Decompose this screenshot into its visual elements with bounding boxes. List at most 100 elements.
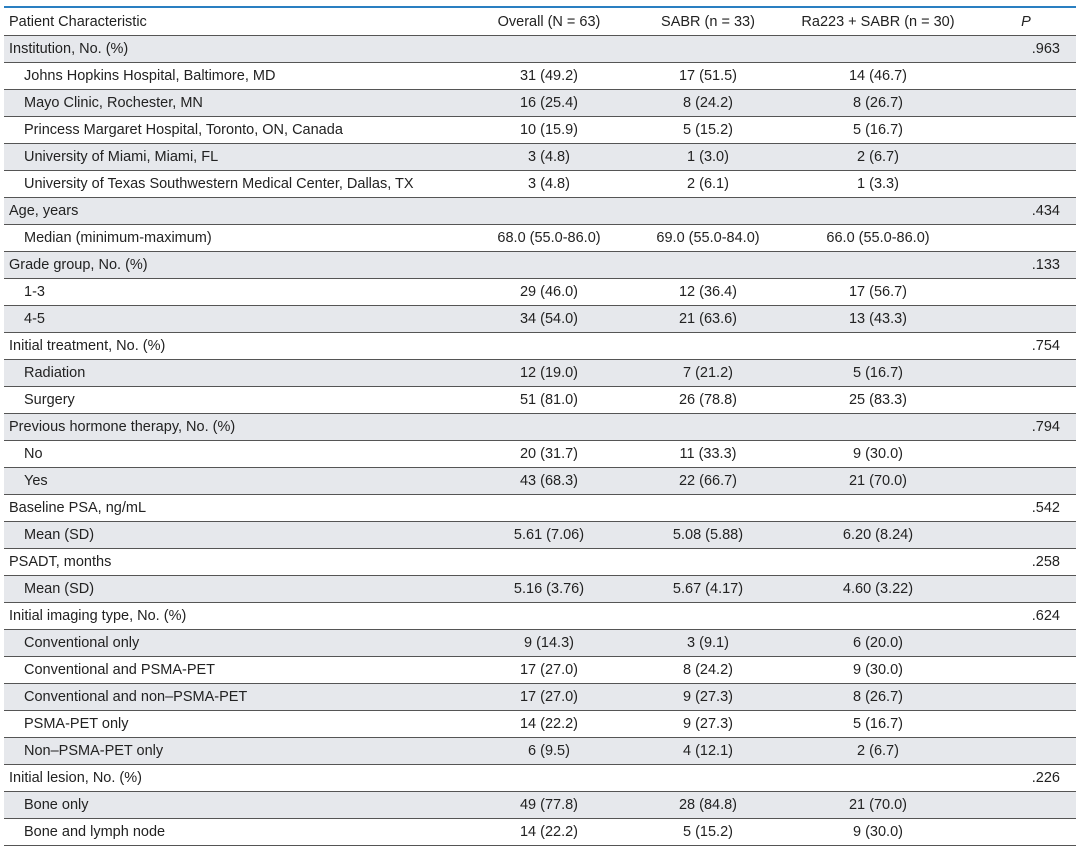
cell-sabr: 11 (33.3) [636,440,780,468]
cell-overall [462,494,636,522]
cell-sabr [636,251,780,279]
row-label: Surgery [4,386,462,414]
cell-p-value: .794 [976,413,1076,441]
cell-sabr [636,602,780,630]
cell-sabr: 3 (9.1) [636,629,780,657]
cell-sabr: 5.08 (5.88) [636,521,780,549]
row-label: Initial treatment, No. (%) [4,332,462,360]
cell-ra223-sabr: 8 (26.7) [780,683,976,711]
table-row: 1-3 29 (46.0) 12 (36.4) 17 (56.7) [4,278,1076,306]
cell-p-value [976,143,1076,171]
cell-overall: 20 (31.7) [462,440,636,468]
patient-characteristics-table: Patient Characteristic Overall (N = 63) … [4,6,1076,846]
section-row: Grade group, No. (%) .133 [4,251,1076,279]
cell-ra223-sabr: 4.60 (3.22) [780,575,976,603]
table-row: Yes 43 (68.3) 22 (66.7) 21 (70.0) [4,467,1076,495]
table-row: University of Miami, Miami, FL 3 (4.8) 1 (… [4,143,1076,171]
cell-sabr: 5 (15.2) [636,116,780,144]
cell-ra223-sabr [780,332,976,360]
cell-sabr [636,548,780,576]
cell-ra223-sabr [780,35,976,63]
cell-overall [462,197,636,225]
cell-ra223-sabr: 9 (30.0) [780,440,976,468]
table-row: No 20 (31.7) 11 (33.3) 9 (30.0) [4,440,1076,468]
cell-sabr: 22 (66.7) [636,467,780,495]
cell-overall [462,251,636,279]
row-label: 4-5 [4,305,462,333]
table-row: Conventional and non–PSMA-PET 17 (27.0) 9 … [4,683,1076,711]
section-row: Initial imaging type, No. (%) .624 [4,602,1076,630]
row-label: Radiation [4,359,462,387]
cell-sabr: 7 (21.2) [636,359,780,387]
cell-sabr [636,332,780,360]
cell-overall [462,602,636,630]
cell-p-value [976,359,1076,387]
cell-ra223-sabr [780,413,976,441]
cell-sabr: 5.67 (4.17) [636,575,780,603]
table-body: Institution, No. (%) .963 Johns Hopkins Ho… [4,35,1076,846]
table-row: Mean (SD) 5.61 (7.06) 5.08 (5.88) 6.20 (8.2… [4,521,1076,549]
table-row: Non–PSMA-PET only 6 (9.5) 4 (12.1) 2 (6.7) [4,737,1076,765]
cell-ra223-sabr [780,602,976,630]
cell-overall: 34 (54.0) [462,305,636,333]
cell-p-value: .226 [976,764,1076,792]
cell-p-value: .754 [976,332,1076,360]
row-label: Mean (SD) [4,575,462,603]
table-row: Johns Hopkins Hospital, Baltimore, MD 31 … [4,62,1076,90]
cell-ra223-sabr: 5 (16.7) [780,710,976,738]
cell-sabr: 12 (36.4) [636,278,780,306]
header-characteristic: Patient Characteristic [9,13,147,30]
row-label: Princess Margaret Hospital, Toronto, ON,… [4,116,462,144]
cell-overall [462,35,636,63]
characteristics-table-container: Patient Characteristic Overall (N = 63) … [4,6,1076,846]
cell-p-value [976,170,1076,198]
table-row: 4-5 34 (54.0) 21 (63.6) 13 (43.3) [4,305,1076,333]
header-p-value: P [1021,13,1031,30]
cell-overall [462,764,636,792]
header-ra223-sabr: Ra223 + SABR (n = 30) [801,13,955,30]
cell-overall: 16 (25.4) [462,89,636,117]
cell-ra223-sabr: 2 (6.7) [780,737,976,765]
cell-overall [462,548,636,576]
cell-ra223-sabr: 6 (20.0) [780,629,976,657]
cell-overall: 5.61 (7.06) [462,521,636,549]
cell-sabr: 8 (24.2) [636,656,780,684]
table-row: Princess Margaret Hospital, Toronto, ON,… [4,116,1076,144]
row-label: No [4,440,462,468]
table-row: Mayo Clinic, Rochester, MN 16 (25.4) 8 (24… [4,89,1076,117]
section-row: Institution, No. (%) .963 [4,35,1076,63]
cell-sabr: 26 (78.8) [636,386,780,414]
table-row: Conventional only 9 (14.3) 3 (9.1) 6 (20.0) [4,629,1076,657]
cell-ra223-sabr: 17 (56.7) [780,278,976,306]
row-label: Initial imaging type, No. (%) [4,602,462,630]
row-label: Conventional and non–PSMA-PET [4,683,462,711]
table-row: PSMA-PET only 14 (22.2) 9 (27.3) 5 (16.7) [4,710,1076,738]
cell-sabr: 1 (3.0) [636,143,780,171]
table-row: Bone only 49 (77.8) 28 (84.8) 21 (70.0) [4,791,1076,819]
cell-overall: 29 (46.0) [462,278,636,306]
cell-ra223-sabr: 21 (70.0) [780,467,976,495]
cell-p-value [976,629,1076,657]
row-label: 1-3 [4,278,462,306]
cell-ra223-sabr [780,197,976,225]
row-label: Institution, No. (%) [4,35,462,63]
cell-ra223-sabr [780,548,976,576]
cell-p-value [976,224,1076,252]
cell-sabr: 28 (84.8) [636,791,780,819]
cell-ra223-sabr: 9 (30.0) [780,818,976,846]
cell-overall: 17 (27.0) [462,656,636,684]
cell-p-value [976,575,1076,603]
cell-sabr [636,413,780,441]
cell-ra223-sabr: 66.0 (55.0-86.0) [780,224,976,252]
cell-sabr: 8 (24.2) [636,89,780,117]
section-row: Age, years .434 [4,197,1076,225]
cell-overall [462,413,636,441]
row-label: Baseline PSA, ng/mL [4,494,462,522]
cell-overall: 12 (19.0) [462,359,636,387]
row-label: Non–PSMA-PET only [4,737,462,765]
section-row: Baseline PSA, ng/mL .542 [4,494,1076,522]
row-label: Yes [4,467,462,495]
cell-overall: 51 (81.0) [462,386,636,414]
row-label: Median (minimum-maximum) [4,224,462,252]
cell-overall: 3 (4.8) [462,143,636,171]
